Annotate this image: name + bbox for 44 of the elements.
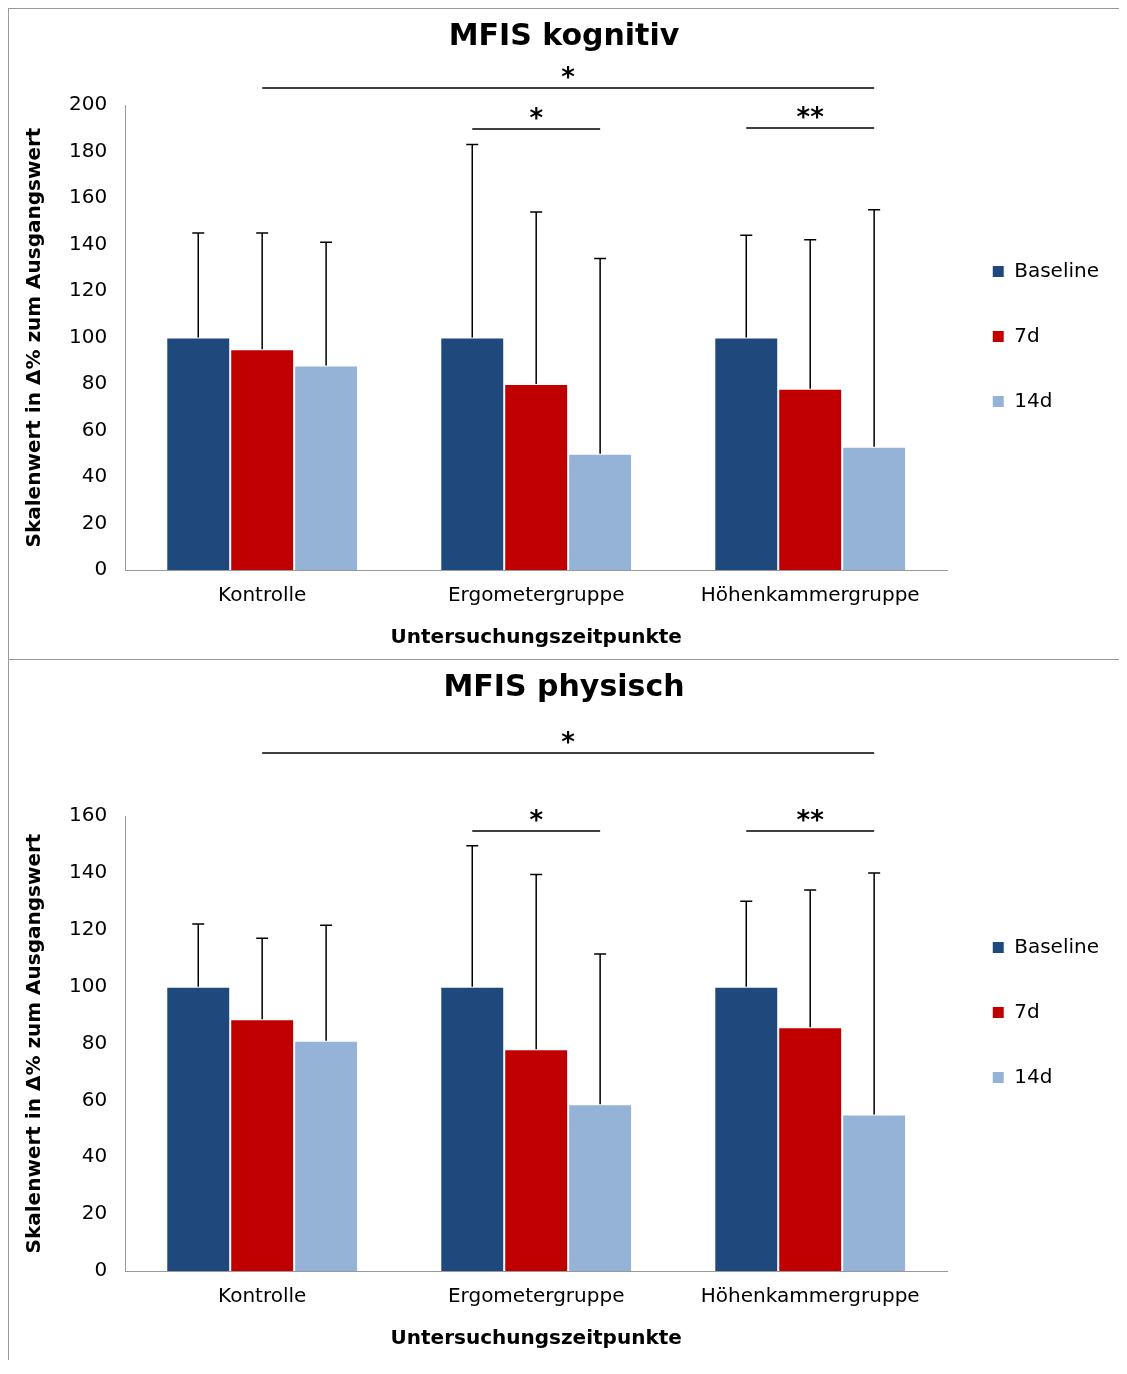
y-tick-label: 200 (68, 91, 108, 116)
annotation: * (529, 804, 544, 835)
y-tick-label: 120 (68, 277, 108, 302)
x-tick-label: Ergometergruppe (447, 582, 625, 607)
y-tick-label: 40 (81, 463, 108, 488)
x-tick-label: Höhenkammergruppe (700, 582, 920, 607)
x-axis-title: Untersuchungszeitpunkte (390, 1325, 682, 1350)
text: * (561, 61, 576, 92)
y-tick-label: 20 (81, 1200, 108, 1225)
y-axis-title: Skalenwert in Δ% zum Ausgangswert (21, 833, 46, 1254)
legend-label: 7d (1014, 998, 1040, 1023)
chart-title: MFIS physisch (443, 667, 685, 703)
y-tick-label: 160 (68, 802, 108, 827)
y-tick-label: 140 (68, 859, 108, 884)
y-tick-label: 120 (68, 915, 108, 940)
legend-label: 14d (1014, 1063, 1053, 1088)
y-tick-label: 0 (94, 556, 108, 581)
annotation: ** (796, 804, 825, 835)
legend-label: Baseline (1014, 933, 1099, 958)
x-tick-label: Ergometergruppe (447, 1283, 625, 1308)
y-axis-title: Skalenwert in Δ% zum Ausgangswert (21, 127, 46, 548)
y-tick-label: 160 (68, 184, 108, 209)
annotation: * (529, 102, 544, 133)
legend-label: 7d (1014, 322, 1040, 347)
text: * (561, 726, 576, 757)
y-tick-label: 100 (68, 323, 108, 348)
y-tick-label: 80 (81, 370, 108, 395)
y-tick-label: 20 (81, 509, 108, 534)
chart-title: MFIS kognitiv (448, 16, 680, 52)
y-tick-label: 140 (68, 230, 108, 255)
x-tick-label: Kontrolle (218, 582, 307, 607)
x-tick-label: Höhenkammergruppe (700, 1283, 920, 1308)
y-tick-label: 40 (81, 1143, 108, 1168)
y-tick-label: 80 (81, 1029, 108, 1054)
y-tick-label: 100 (68, 972, 108, 997)
legend-label: 14d (1014, 387, 1053, 412)
x-axis-title: Untersuchungszeitpunkte (390, 624, 682, 649)
y-tick-label: 60 (81, 1086, 108, 1111)
annotation: ** (796, 101, 825, 132)
y-tick-label: 0 (94, 1257, 108, 1282)
x-tick-label: Kontrolle (218, 1283, 307, 1308)
y-tick-label: 60 (81, 416, 108, 441)
legend-label: Baseline (1014, 257, 1099, 282)
y-tick-label: 180 (68, 137, 108, 162)
